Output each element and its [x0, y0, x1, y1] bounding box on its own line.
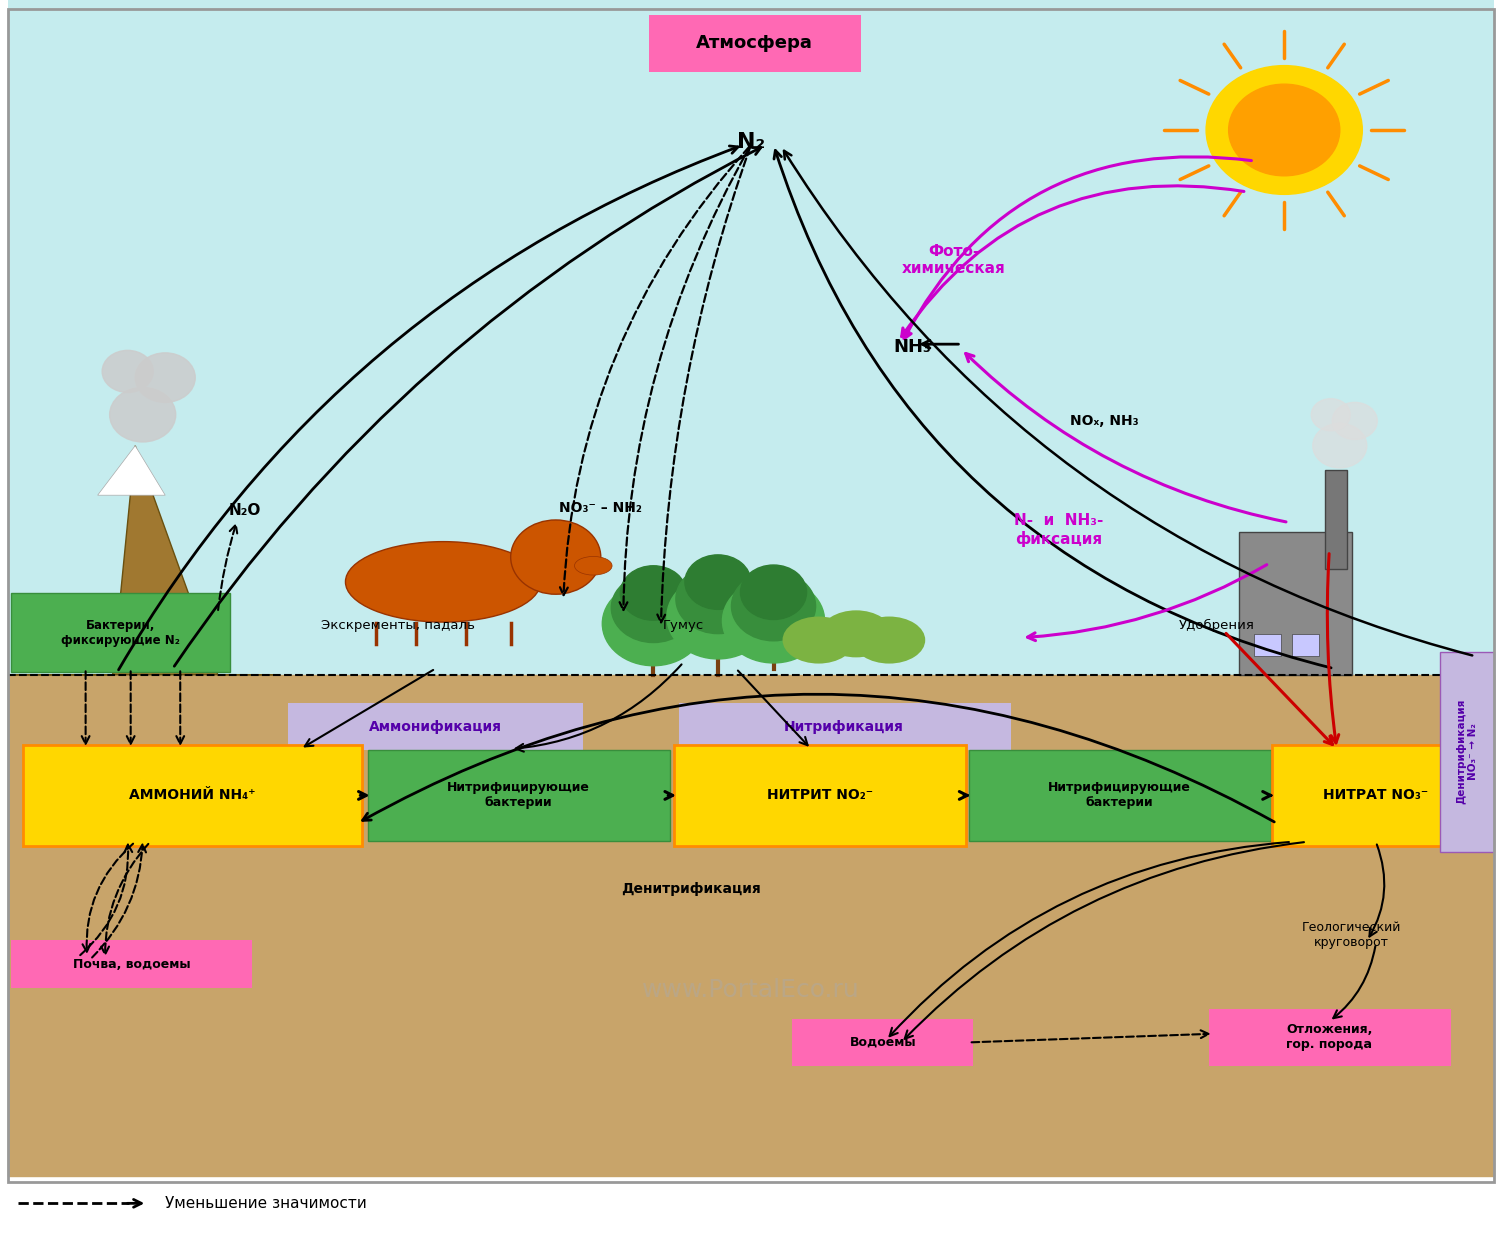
- Text: NO₃⁻ – NH₂: NO₃⁻ – NH₂: [559, 500, 643, 515]
- Circle shape: [1313, 423, 1367, 468]
- Text: Уменьшение значимости: Уменьшение значимости: [165, 1196, 366, 1211]
- FancyBboxPatch shape: [679, 703, 1011, 750]
- Text: Геологический
круговорот: Геологический круговорот: [1302, 921, 1401, 948]
- FancyBboxPatch shape: [23, 745, 362, 846]
- Text: Бактерии,
фиксирующие N₂: Бактерии, фиксирующие N₂: [60, 619, 180, 646]
- FancyBboxPatch shape: [1440, 652, 1494, 852]
- Text: Экскременты, падаль: Экскременты, падаль: [321, 619, 475, 631]
- Text: N₂O: N₂O: [228, 503, 261, 517]
- FancyBboxPatch shape: [674, 745, 966, 846]
- Text: N₂: N₂: [737, 132, 765, 152]
- FancyBboxPatch shape: [1239, 532, 1352, 675]
- Circle shape: [511, 520, 601, 594]
- Text: Денитрификация: Денитрификация: [620, 881, 762, 896]
- Ellipse shape: [345, 542, 541, 621]
- Text: N-  и  NH₃-
фиксация: N- и NH₃- фиксация: [1014, 513, 1104, 547]
- Text: NOₓ, NH₃: NOₓ, NH₃: [1069, 413, 1139, 428]
- Text: Водоемы: Водоемы: [850, 1036, 916, 1049]
- Circle shape: [620, 566, 686, 620]
- Text: АММОНИЙ NH₄⁺: АММОНИЙ NH₄⁺: [129, 789, 255, 802]
- Ellipse shape: [575, 557, 613, 574]
- Circle shape: [1311, 399, 1350, 431]
- FancyBboxPatch shape: [1209, 1009, 1451, 1066]
- FancyBboxPatch shape: [1325, 470, 1347, 569]
- Circle shape: [1229, 84, 1340, 176]
- Circle shape: [102, 350, 153, 392]
- Ellipse shape: [820, 610, 892, 657]
- FancyBboxPatch shape: [11, 940, 252, 988]
- Ellipse shape: [853, 617, 925, 664]
- Text: Отложения,
гор. порода: Отложения, гор. порода: [1286, 1024, 1373, 1051]
- Text: Удобрения: Удобрения: [1179, 619, 1254, 631]
- FancyBboxPatch shape: [649, 15, 861, 72]
- Circle shape: [685, 555, 751, 609]
- Circle shape: [740, 565, 807, 619]
- Circle shape: [135, 353, 195, 402]
- Circle shape: [1206, 66, 1362, 194]
- FancyBboxPatch shape: [368, 750, 670, 841]
- Text: Атмосфера: Атмосфера: [695, 35, 813, 52]
- Text: Гумус: Гумус: [662, 619, 704, 631]
- Text: Нитрификация: Нитрификация: [784, 719, 904, 734]
- Circle shape: [602, 582, 704, 666]
- Text: Нитрифицирующие
бактерии: Нитрифицирующие бактерии: [1047, 781, 1191, 810]
- Circle shape: [731, 572, 816, 641]
- Circle shape: [722, 578, 825, 662]
- Text: Нитрифицирующие
бактерии: Нитрифицирующие бактерии: [446, 781, 590, 810]
- Text: Аммонификация: Аммонификация: [369, 719, 502, 734]
- FancyBboxPatch shape: [1272, 745, 1479, 846]
- Polygon shape: [98, 446, 165, 495]
- Circle shape: [110, 387, 176, 442]
- FancyBboxPatch shape: [8, 0, 1494, 675]
- Circle shape: [667, 574, 769, 659]
- FancyBboxPatch shape: [1292, 634, 1319, 656]
- Text: НИТРАТ NO₃⁻: НИТРАТ NO₃⁻: [1323, 789, 1428, 802]
- Text: Денитрификация
NO₃⁻ → N₂: Денитрификация NO₃⁻ → N₂: [1457, 698, 1478, 805]
- FancyBboxPatch shape: [792, 1019, 973, 1066]
- Polygon shape: [15, 446, 278, 675]
- Circle shape: [611, 573, 695, 643]
- Circle shape: [676, 565, 760, 634]
- Text: Почва, водоемы: Почва, водоемы: [74, 958, 191, 971]
- FancyBboxPatch shape: [288, 703, 583, 750]
- Circle shape: [1332, 402, 1377, 439]
- Text: НИТРИТ NO₂⁻: НИТРИТ NO₂⁻: [768, 789, 873, 802]
- Text: Фото-
химическая: Фото- химическая: [901, 244, 1006, 276]
- FancyBboxPatch shape: [969, 750, 1271, 841]
- FancyBboxPatch shape: [11, 593, 230, 672]
- Text: NH₃: NH₃: [894, 338, 931, 355]
- Ellipse shape: [783, 617, 855, 664]
- Text: www.PortalEco.ru: www.PortalEco.ru: [643, 978, 859, 1003]
- FancyBboxPatch shape: [1254, 634, 1281, 656]
